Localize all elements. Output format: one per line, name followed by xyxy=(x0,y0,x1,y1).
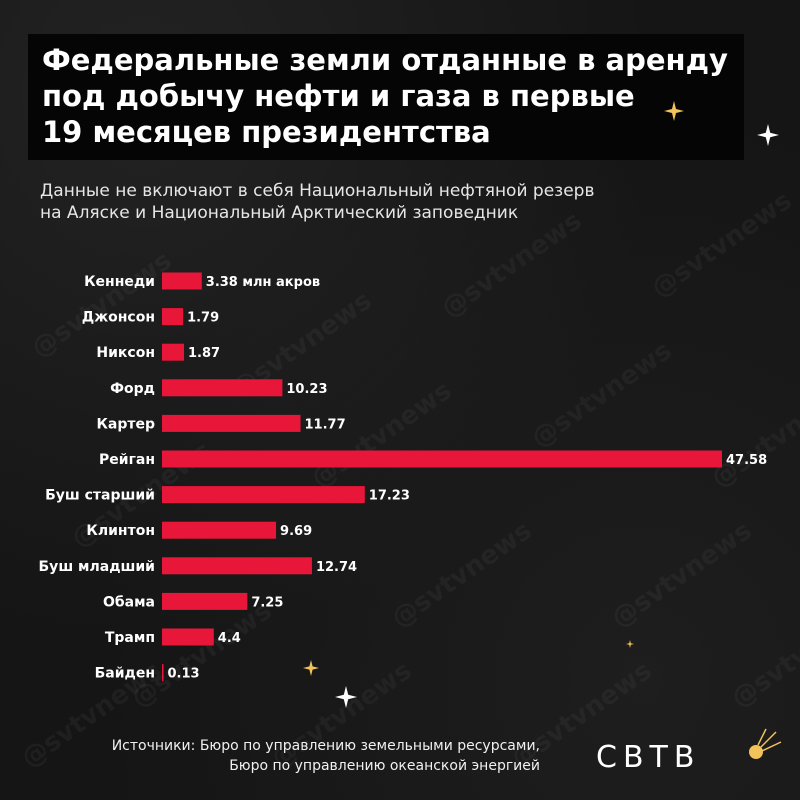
category-label: Рейган xyxy=(99,452,155,468)
value-label: 7.25 xyxy=(251,595,283,610)
value-label: 47.58 xyxy=(726,453,767,468)
bar xyxy=(162,450,722,468)
value-label: 4.4 xyxy=(218,631,241,646)
category-label: Трамп xyxy=(105,630,155,646)
subtitle-line-2: на Аляске и Национальный Арктический зап… xyxy=(40,203,519,223)
title-box: Федеральные земли отданные в аренду под … xyxy=(28,34,744,160)
title-line-3: 19 месяцев президентства xyxy=(42,115,491,149)
bar xyxy=(162,521,277,539)
bar xyxy=(162,379,283,397)
category-label: Кеннеди xyxy=(84,274,155,290)
category-label: Клинтон xyxy=(86,523,155,539)
bar xyxy=(162,628,214,646)
category-label: Буш младший xyxy=(39,559,155,575)
bar xyxy=(162,308,184,326)
bar xyxy=(162,592,248,610)
subtitle: Данные не включают в себя Национальный н… xyxy=(40,180,760,224)
title-line-1: Федеральные земли отданные в аренду xyxy=(42,43,728,77)
value-label: 1.79 xyxy=(187,311,219,326)
category-label: Никсон xyxy=(96,345,155,361)
bar xyxy=(162,664,164,682)
category-label: Джонсон xyxy=(82,310,155,326)
category-label: Картер xyxy=(96,416,155,432)
category-label: Буш старший xyxy=(45,488,155,504)
value-label: 1.87 xyxy=(188,346,220,361)
bar xyxy=(162,343,185,361)
value-label: 0.13 xyxy=(168,667,200,682)
bar xyxy=(162,414,301,432)
source-line-2: Бюро по управлению океанской энергией xyxy=(229,758,540,774)
value-label: 12.74 xyxy=(316,560,357,575)
bar xyxy=(162,557,312,575)
category-label: Байден xyxy=(95,666,155,682)
value-label: 3.38 млн акров xyxy=(206,275,320,290)
bar xyxy=(162,272,202,290)
value-label: 9.69 xyxy=(280,524,312,539)
source-note: Источники: Бюро по управлению земельными… xyxy=(0,736,540,776)
category-label: Обама xyxy=(103,594,155,610)
subtitle-line-1: Данные не включают в себя Национальный н… xyxy=(40,181,595,201)
source-line-1: Источники: Бюро по управлению земельными… xyxy=(111,738,540,754)
value-label: 11.77 xyxy=(305,417,346,432)
value-label: 10.23 xyxy=(286,382,327,397)
value-label: 17.23 xyxy=(369,489,410,504)
title-line-2: под добычу нефти и газа в первые xyxy=(42,79,635,113)
bar xyxy=(162,486,365,504)
category-label: Форд xyxy=(110,381,155,397)
brand-logo: СВТВ xyxy=(596,740,701,775)
